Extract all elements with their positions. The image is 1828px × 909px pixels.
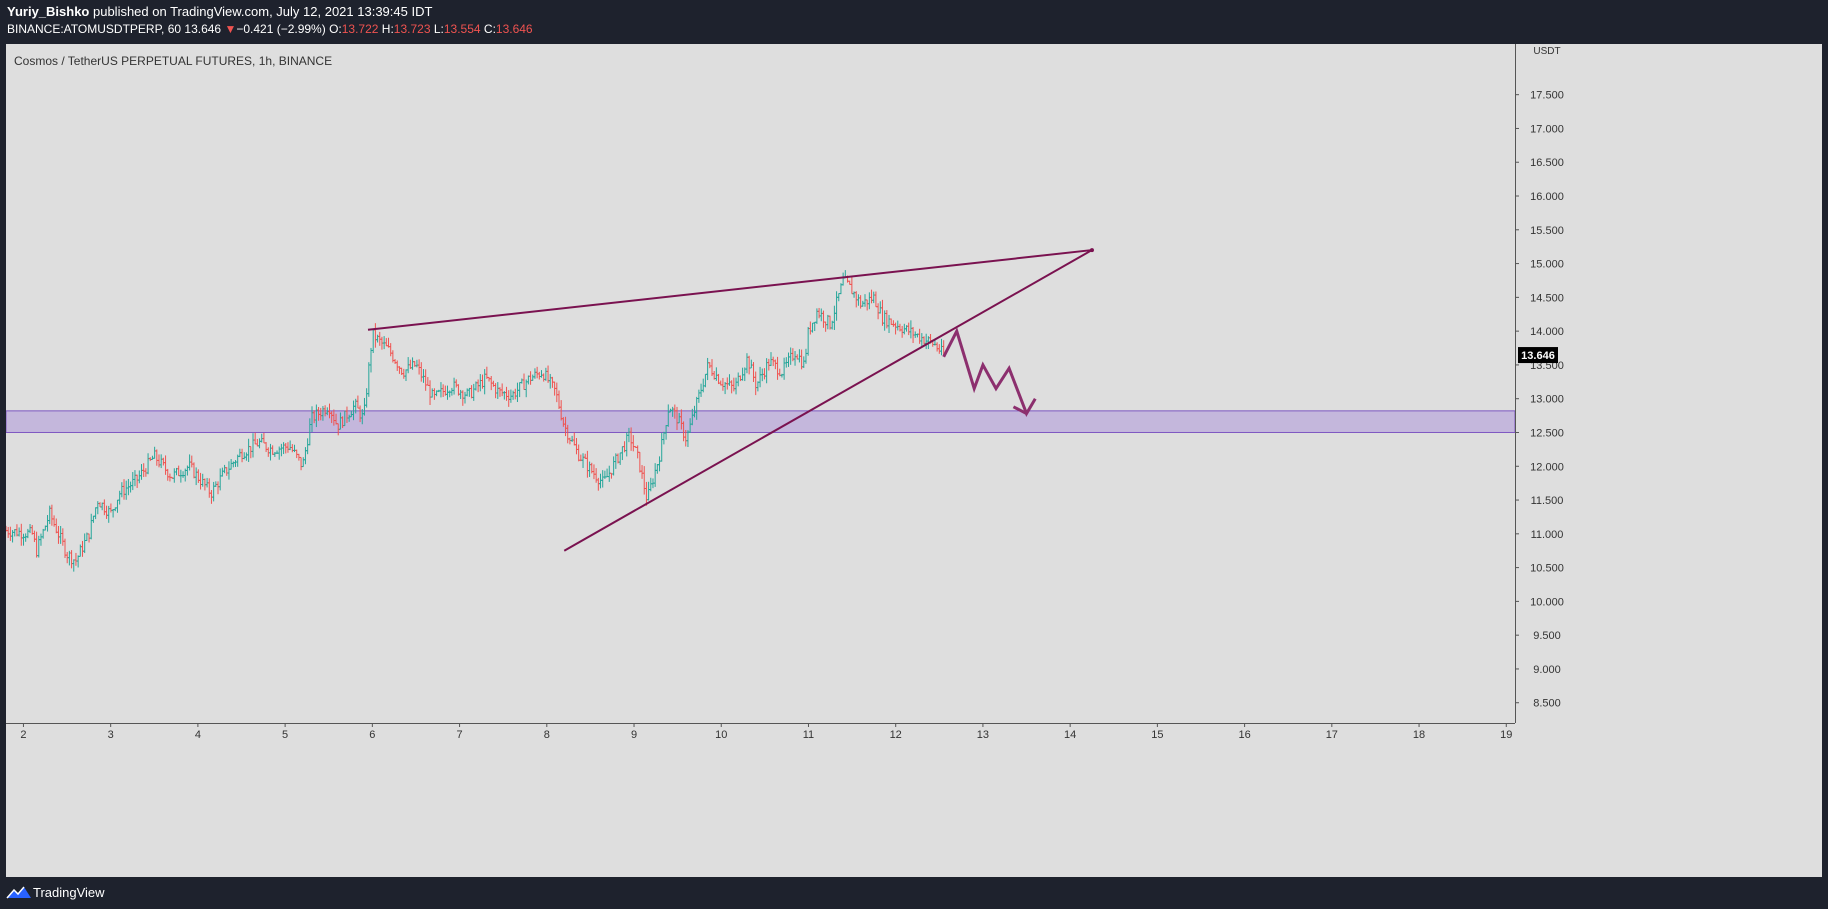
author-name[interactable]: Yuriy_Bishko	[7, 4, 90, 19]
y-tick-label: 17.000	[1530, 123, 1564, 135]
close-value: 13.646	[495, 22, 533, 36]
published-text: published on TradingView.com, July 12, 2…	[89, 4, 433, 19]
high-label: H:	[381, 22, 394, 36]
y-tick-label: 12.000	[1530, 461, 1564, 473]
footer-bar: TradingView	[0, 877, 1828, 909]
y-tick-label: 9.500	[1533, 630, 1561, 642]
footer-brand[interactable]: TradingView	[33, 885, 105, 900]
y-tick-label: 14.500	[1530, 292, 1564, 304]
x-tick-label: 4	[195, 729, 201, 741]
y-tick-label: 9.000	[1533, 664, 1561, 676]
price-change: −0.421 (−2.99%)	[236, 22, 326, 36]
last-price-badge	[1518, 347, 1558, 364]
y-tick-label: 15.000	[1530, 259, 1564, 271]
y-tick-label: 17.500	[1530, 90, 1564, 102]
x-tick-label: 6	[369, 729, 375, 741]
y-tick-label: 16.000	[1530, 191, 1564, 203]
support-zone	[6, 410, 1516, 433]
symbol-label: BINANCE:ATOMUSDTPERP, 60	[7, 22, 182, 36]
y-tick-label: 11.000	[1531, 529, 1564, 541]
high-value: 13.723	[393, 22, 431, 36]
x-tick-label: 19	[1500, 729, 1512, 741]
chart-area[interactable]: 8.500 9.000 9.500 10.000 10.500 11.000 11.500 1…	[6, 44, 1822, 877]
last-price: 13.646	[184, 22, 222, 36]
y-tick-label: 16.500	[1530, 157, 1564, 169]
x-tick-label: 13	[977, 729, 989, 741]
y-tick-label: 13.000	[1530, 394, 1564, 406]
low-value: 13.554	[443, 22, 481, 36]
y-tick-label: 11.500	[1531, 495, 1564, 507]
open-label: O:	[329, 22, 342, 36]
publish-header: Yuriy_Bishko published on TradingView.co…	[0, 0, 1828, 44]
tradingview-logo-icon[interactable]	[6, 884, 32, 902]
x-tick-label: 11	[803, 729, 814, 741]
y-tick-label: 12.500	[1530, 427, 1564, 439]
low-label: L:	[433, 22, 444, 36]
y-tick-label: 10.500	[1530, 563, 1564, 575]
x-tick-label: 15	[1151, 729, 1163, 741]
x-tick-label: 3	[108, 729, 114, 741]
chart-canvas[interactable]: 8.500 9.000 9.500 10.000 10.500 11.000 11.500 1…	[6, 44, 1822, 877]
x-tick-label: 9	[631, 729, 637, 741]
open-value: 13.722	[341, 22, 379, 36]
x-tick-label: 5	[282, 729, 288, 741]
x-tick-label: 10	[715, 729, 727, 741]
x-tick-label: 12	[890, 729, 902, 741]
x-tick-label: 8	[544, 729, 550, 741]
wedge-lower-line	[563, 249, 1093, 552]
symbol-info: BINANCE:ATOMUSDTPERP, 60 13.646 ▼−0.421 …	[7, 22, 533, 36]
y-tick-label: 10.000	[1530, 596, 1564, 608]
x-tick-label: 14	[1064, 729, 1076, 741]
down-arrow-icon: ▼	[224, 22, 237, 36]
y-tick-label: 15.500	[1530, 225, 1564, 237]
wedge-apex-point	[1089, 248, 1094, 253]
publish-info: Yuriy_Bishko published on TradingView.co…	[7, 4, 432, 19]
last-price-label: 13.646	[1521, 350, 1555, 362]
wedge-upper-line	[367, 249, 1093, 331]
currency-label: USDT	[1533, 46, 1560, 57]
y-tick-label: 8.500	[1533, 698, 1561, 710]
projection-arrowhead	[1012, 405, 1028, 415]
chart-title: Cosmos / TetherUS PERPETUAL FUTURES, 1h,…	[14, 54, 333, 68]
projection-path	[942, 327, 1037, 418]
close-label: C:	[483, 22, 496, 36]
x-tick-label: 18	[1413, 729, 1425, 741]
x-tick-label: 16	[1238, 729, 1250, 741]
y-tick-label: 14.000	[1530, 326, 1564, 338]
x-tick-label: 2	[20, 729, 26, 741]
x-tick-label: 17	[1326, 729, 1338, 741]
x-tick-label: 7	[457, 729, 463, 741]
